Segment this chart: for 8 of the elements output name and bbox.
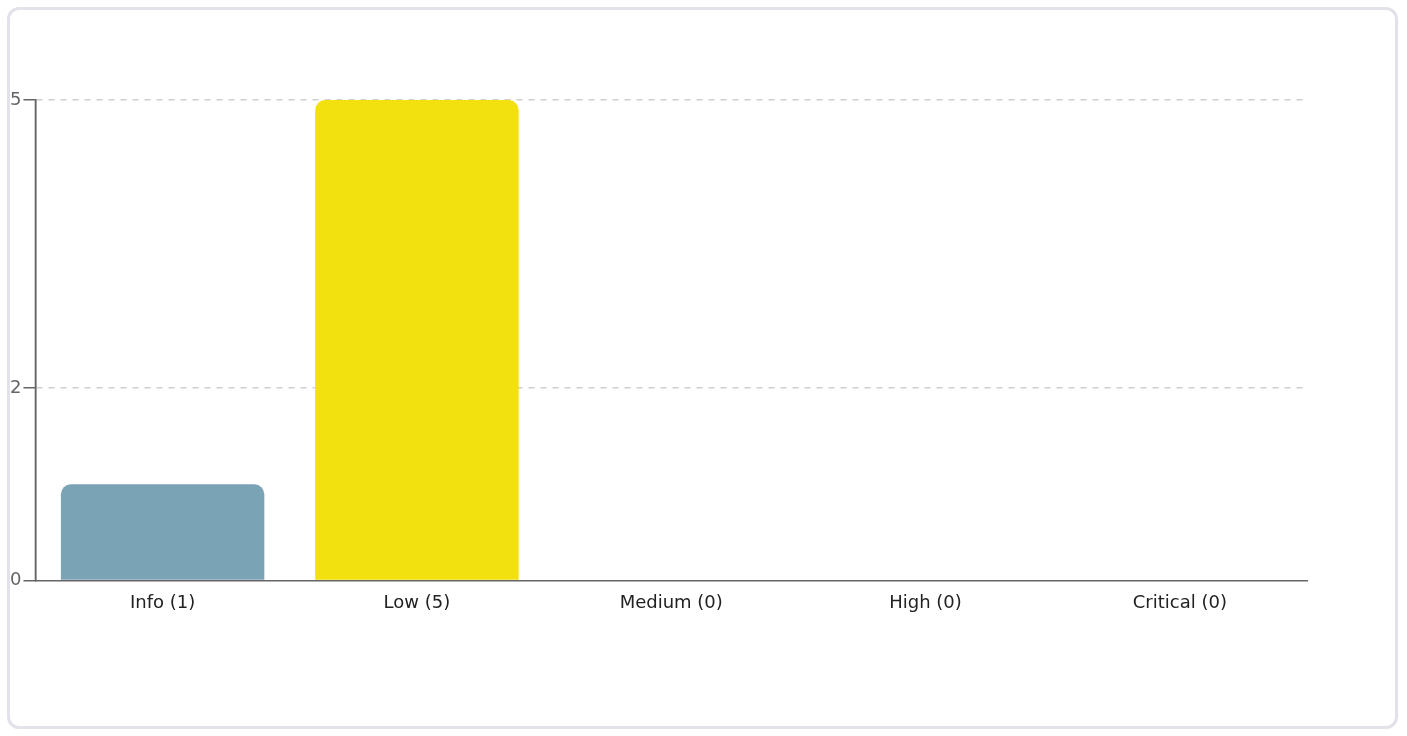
x-tick-label: Medium (0) [619,590,723,612]
x-tick-label: Low (5) [383,590,451,612]
y-tick-label: 0 [10,568,22,590]
x-tick-label: Critical (0) [1132,590,1227,612]
y-tick-label: 2 [10,375,22,397]
y-tick-label: 5 [10,87,22,109]
x-tick-label: Info (1) [129,590,196,612]
x-tick-label: High (0) [889,590,962,612]
